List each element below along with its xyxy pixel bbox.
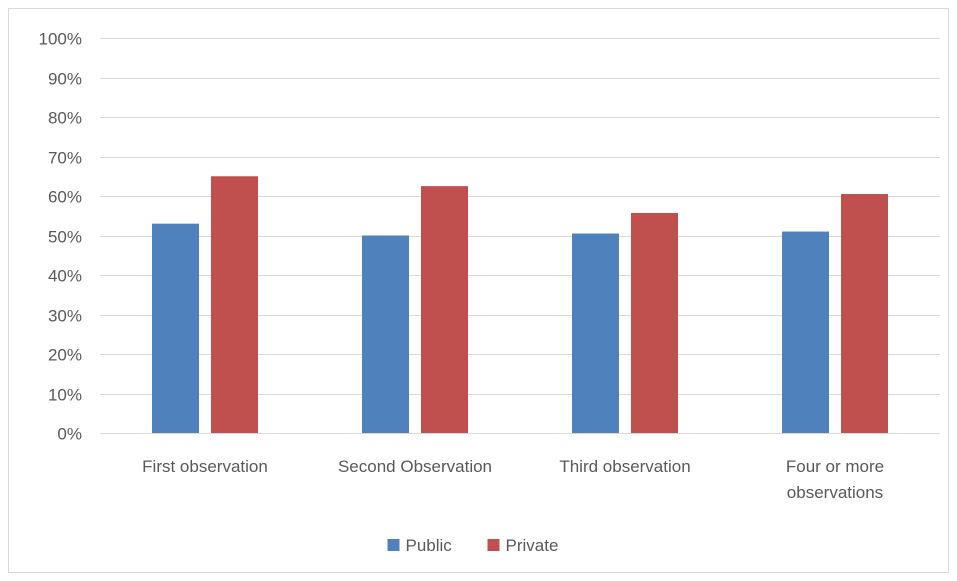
bar-public: [782, 231, 829, 433]
legend-label-public: Public: [406, 536, 453, 555]
y-tick-label: 10%: [48, 386, 82, 405]
category-label: Third observation: [559, 457, 690, 476]
y-tick-label: 90%: [48, 70, 82, 89]
bars: [152, 176, 888, 433]
category-label: Four or more observations: [786, 457, 884, 502]
bar-public: [152, 223, 199, 433]
y-tick-label: 30%: [48, 307, 82, 326]
legend-label-private: Private: [506, 536, 559, 555]
category-label-line: Second Observation: [338, 457, 492, 476]
y-tick-label: 80%: [48, 109, 82, 128]
bar-public: [362, 235, 409, 433]
y-tick-label: 70%: [48, 149, 82, 168]
category-label: First observation: [142, 457, 268, 476]
bar-private: [211, 176, 258, 433]
legend: Public Private: [387, 536, 559, 555]
category-label-line: Third observation: [559, 457, 690, 476]
legend-swatch-private: [487, 539, 500, 551]
y-tick-label: 0%: [57, 425, 82, 444]
bar-private: [841, 194, 888, 433]
legend-swatch-public: [387, 539, 400, 551]
y-axis-tick-labels: 0% 10% 20% 30% 40% 50% 60% 70% 80% 90% 100%: [39, 30, 82, 444]
y-tick-label: 20%: [48, 346, 82, 365]
bar-public: [572, 233, 619, 433]
y-tick-label: 60%: [48, 188, 82, 207]
category-label-line: observations: [787, 483, 883, 502]
bar-private: [631, 212, 678, 433]
category-label-line: Four or more: [786, 457, 884, 476]
y-tick-label: 100%: [39, 30, 82, 49]
bar-private: [421, 186, 468, 433]
y-tick-label: 40%: [48, 267, 82, 286]
x-axis-category-labels: First observation Second Observation Third…: [142, 457, 884, 502]
category-label-line: First observation: [142, 457, 268, 476]
category-label: Second Observation: [338, 457, 492, 476]
y-tick-label: 50%: [48, 228, 82, 247]
